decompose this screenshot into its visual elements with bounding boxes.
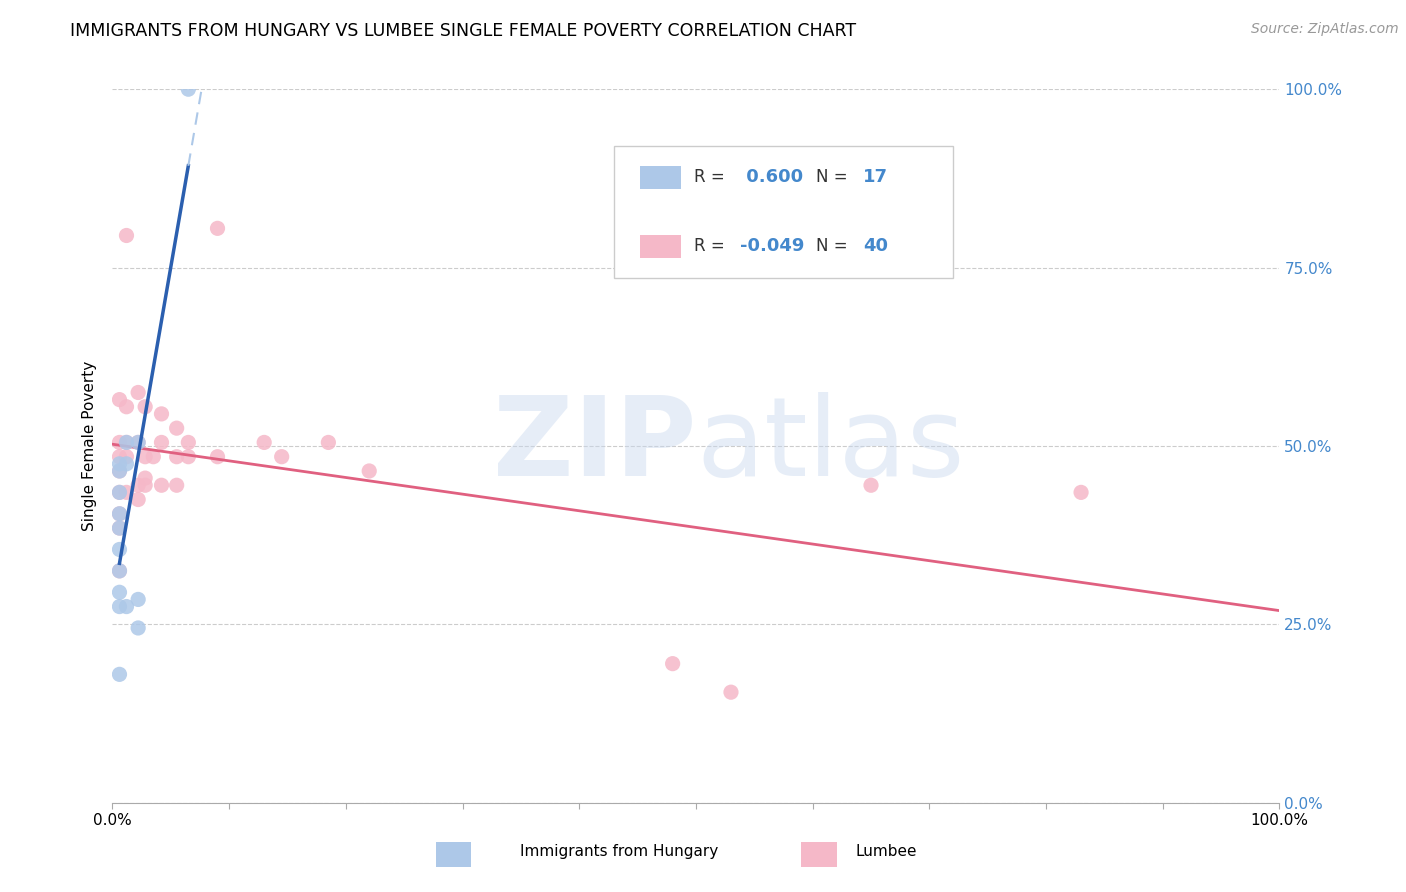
Point: [108, 599, 131, 614]
Point: [108, 521, 131, 535]
Point: [115, 435, 138, 450]
Point: [177, 82, 200, 96]
Point: [108, 542, 131, 557]
Point: [1070, 485, 1092, 500]
Point: [177, 435, 200, 450]
Point: [115, 599, 138, 614]
Point: [166, 450, 188, 464]
Point: [127, 385, 149, 400]
Point: [108, 521, 131, 535]
Point: [127, 435, 149, 450]
Point: [150, 478, 173, 492]
Point: [207, 221, 229, 235]
Point: [359, 464, 381, 478]
Point: [661, 657, 683, 671]
Point: [108, 450, 131, 464]
Point: [115, 435, 138, 450]
Point: [859, 478, 883, 492]
Text: atlas: atlas: [696, 392, 965, 500]
Point: [142, 450, 165, 464]
Text: R =: R =: [693, 237, 730, 255]
Point: [720, 685, 742, 699]
Point: [108, 485, 131, 500]
Point: [115, 400, 138, 414]
Point: [150, 435, 173, 450]
Text: N =: N =: [815, 237, 853, 255]
Text: N =: N =: [815, 168, 853, 186]
Point: [127, 492, 149, 507]
Point: [115, 450, 138, 464]
Point: [108, 464, 131, 478]
Point: [108, 392, 131, 407]
Point: [253, 435, 276, 450]
Text: Immigrants from Hungary: Immigrants from Hungary: [519, 845, 718, 859]
Point: [115, 457, 138, 471]
Point: [108, 507, 131, 521]
Text: 40: 40: [863, 237, 887, 255]
Point: [134, 400, 156, 414]
Point: [115, 228, 138, 243]
Point: [177, 450, 200, 464]
Point: [150, 407, 173, 421]
Text: R =: R =: [693, 168, 730, 186]
Point: [108, 564, 131, 578]
Point: [207, 450, 229, 464]
Point: [166, 421, 188, 435]
Point: [318, 435, 340, 450]
FancyBboxPatch shape: [640, 235, 681, 259]
Point: [108, 435, 131, 450]
Point: [134, 478, 156, 492]
Point: [134, 471, 156, 485]
Point: [166, 478, 188, 492]
Point: [108, 564, 131, 578]
Point: [108, 507, 131, 521]
Point: [270, 450, 292, 464]
Point: [127, 435, 149, 450]
Text: Source: ZipAtlas.com: Source: ZipAtlas.com: [1251, 22, 1399, 37]
Point: [127, 592, 149, 607]
Point: [134, 450, 156, 464]
Text: IMMIGRANTS FROM HUNGARY VS LUMBEE SINGLE FEMALE POVERTY CORRELATION CHART: IMMIGRANTS FROM HUNGARY VS LUMBEE SINGLE…: [70, 22, 856, 40]
Text: -0.049: -0.049: [741, 237, 804, 255]
Text: ZIP: ZIP: [492, 392, 696, 500]
Point: [127, 621, 149, 635]
Text: 0.600: 0.600: [741, 168, 803, 186]
Point: [108, 457, 131, 471]
Point: [108, 464, 131, 478]
Text: Lumbee: Lumbee: [855, 845, 917, 859]
Y-axis label: Single Female Poverty: Single Female Poverty: [82, 361, 97, 531]
Point: [108, 485, 131, 500]
Text: 17: 17: [863, 168, 887, 186]
Point: [108, 667, 131, 681]
Point: [127, 478, 149, 492]
FancyBboxPatch shape: [614, 146, 953, 278]
Point: [108, 585, 131, 599]
FancyBboxPatch shape: [640, 166, 681, 189]
Point: [115, 485, 138, 500]
